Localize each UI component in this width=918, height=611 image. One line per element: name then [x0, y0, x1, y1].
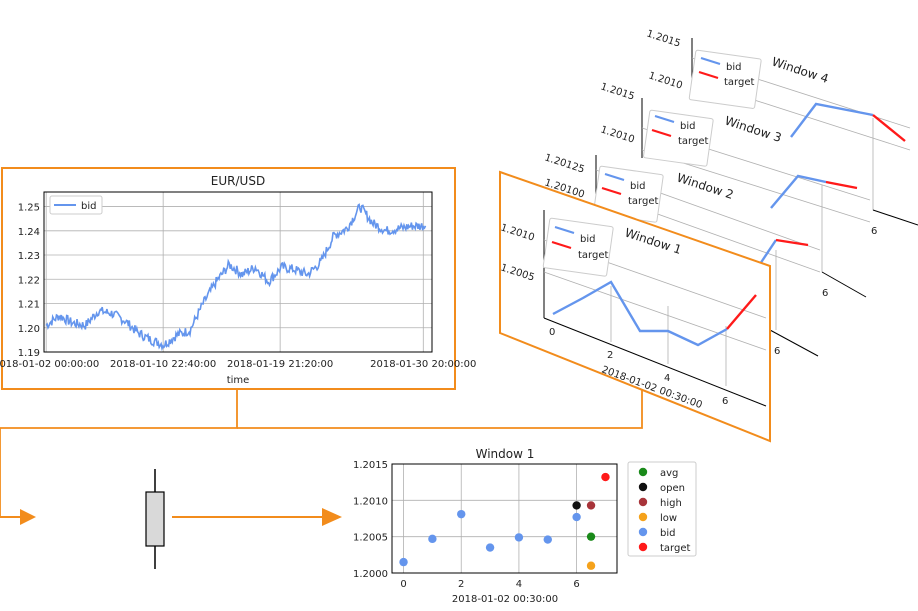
scatter-point-bid [485, 543, 495, 552]
scatter-point-low [586, 561, 596, 570]
scatter-point-bid [514, 533, 524, 542]
window-3-xtick: 6 [822, 288, 828, 299]
legend-marker-avg [638, 467, 648, 477]
window-3-title: Window 3 [723, 114, 783, 145]
scatter-xtick: 0 [400, 579, 406, 590]
scatter-ytick: 1.2010 [353, 496, 388, 507]
eurusd-xtick: 2018-01-10 22:40:00 [110, 359, 216, 370]
scatter-point-open [572, 501, 581, 510]
eurusd-ytick: 1.24 [18, 227, 40, 238]
legend-label-high: high [660, 498, 682, 509]
arrow-right-icon [172, 508, 342, 526]
legend-label-target: target [660, 543, 690, 554]
window-2: 1.20125 1.20100 bid target Window 2 6 [543, 152, 821, 357]
scatter-point-bid [543, 535, 552, 544]
window-2-target-line [775, 238, 809, 247]
scatter-ytick: 1.2015 [353, 460, 388, 471]
scatter-point-bid [457, 509, 466, 519]
eurusd-legend-bid: bid [81, 201, 96, 212]
legend-label-bid: bid [660, 528, 675, 539]
legend-label-avg: avg [660, 468, 678, 479]
eurusd-xlabel: time [227, 375, 250, 386]
arrow-right-icon [0, 509, 36, 525]
legend-label-low: low [660, 513, 677, 524]
window-4-title: Window 4 [770, 55, 830, 86]
legend-marker-low [638, 512, 648, 522]
window-3-target-line [825, 180, 858, 190]
scatter-title: Window 1 [476, 447, 535, 461]
window-1-xtick-3: 6 [722, 396, 728, 407]
window-1-legend-target: target [578, 250, 608, 261]
scatter-plot-area [391, 463, 618, 574]
eurusd-ytick: 1.19 [18, 348, 40, 359]
window-1-xtick-0: 0 [549, 327, 555, 338]
window-4-legend [688, 49, 762, 109]
scatter-xtick: 4 [516, 579, 522, 590]
window-1-target-line [726, 294, 757, 330]
eurusd-xtick: 2018-01-02 00:00:00 [0, 359, 99, 370]
scatter-point-avg [586, 532, 596, 541]
window-4-bid-line [790, 102, 874, 138]
window-2-xtick: 6 [774, 346, 780, 357]
flow-connectors [0, 389, 643, 517]
eurusd-plot-area [43, 191, 433, 353]
legend-label-open: open [660, 483, 685, 494]
window-1-x-axis [543, 317, 767, 407]
window-3-legend [643, 109, 714, 167]
window-1-xtick-1: 2 [607, 350, 613, 361]
window-1-bid-line [552, 280, 728, 347]
eurusd-bid-line [45, 203, 427, 352]
window-2-ytick-1: 1.20125 [543, 152, 586, 175]
window-4-legend-target: target [724, 77, 754, 88]
eurusd-title: EUR/USD [211, 174, 265, 188]
window-2-legend-target: target [628, 196, 658, 207]
window-1-xtick-2: 4 [664, 373, 670, 384]
scatter-xtick: 6 [573, 579, 579, 590]
window-3-bid-line [770, 174, 827, 209]
scatter-point-bid [399, 557, 408, 567]
window-3-ytick-0: 1.2010 [599, 124, 636, 145]
window-1-scatter-chart: Window 1 1.2000 1.2005 1.2010 1.2015 0 2 4 6 2… [353, 447, 697, 605]
window-2-title: Window 2 [675, 171, 735, 202]
window-2-legend-bid: bid [630, 181, 645, 192]
window-3-legend-target: target [678, 136, 708, 147]
scatter-xlabel: 2018-01-02 00:30:00 [452, 594, 558, 605]
eurusd-chart: EUR/USD 1.19 1.20 1.21 1.22 1.23 1.24 1.25 201… [0, 167, 476, 390]
scatter-point-high [586, 501, 596, 510]
eurusd-ytick: 1.20 [18, 324, 40, 335]
eurusd-ytick: 1.23 [18, 251, 40, 262]
scatter-point-target [601, 472, 610, 482]
eurusd-ytick: 1.21 [18, 300, 40, 311]
eurusd-ytick: 1.22 [18, 275, 40, 286]
legend-marker-open [638, 482, 648, 492]
window-3-ytick-1: 1.2015 [599, 81, 636, 102]
scatter-point-bid [572, 512, 581, 522]
window-3-legend-bid: bid [680, 121, 695, 132]
window-4-target-line [872, 114, 906, 142]
window-1-legend [542, 217, 614, 277]
scatter-point-bid [428, 534, 437, 544]
scatter-ytick: 1.2005 [353, 533, 388, 544]
eurusd-ytick: 1.25 [18, 203, 40, 214]
legend-marker-bid [638, 527, 648, 537]
scatter-xtick: 2 [458, 579, 464, 590]
candlestick-icon [145, 469, 165, 569]
eurusd-xtick: 2018-01-19 21:20:00 [227, 359, 333, 370]
window-1-legend-bid: bid [580, 234, 595, 245]
legend-marker-target [638, 542, 648, 552]
legend-marker-high [638, 497, 648, 507]
scatter-ytick: 1.2000 [353, 569, 388, 580]
window-4-legend-bid: bid [726, 62, 741, 73]
window-4-ytick-1: 1.2015 [645, 28, 682, 49]
window-4-xtick: 6 [871, 226, 877, 237]
window-4-ytick-0: 1.2010 [647, 70, 684, 91]
eurusd-xtick: 2018-01-30 20:00:00 [370, 359, 476, 370]
